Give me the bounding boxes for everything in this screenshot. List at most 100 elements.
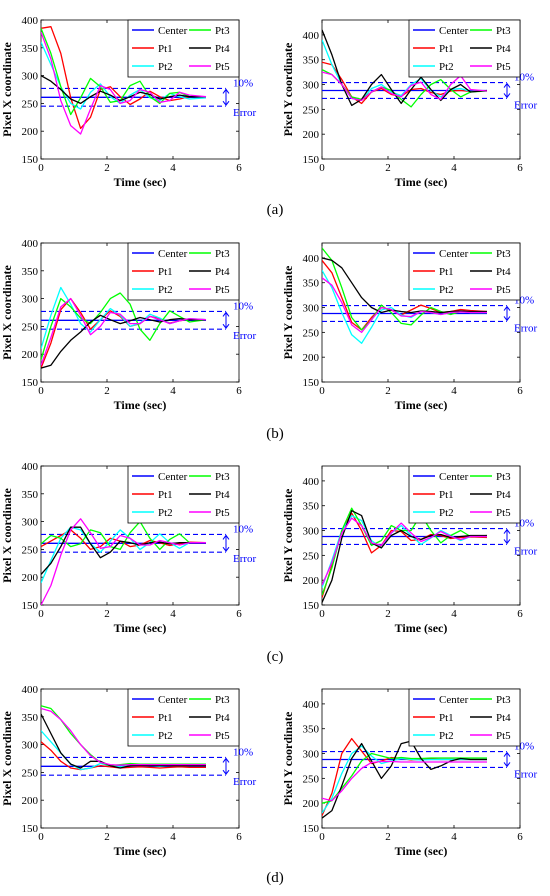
y-tick-label: 150 — [303, 154, 320, 166]
legend-label-pt1: Pt1 — [439, 266, 454, 278]
error-arrow-head-up — [503, 528, 511, 534]
chart-4: 0 2 4 6 150 200 250 300 350 400 Time (sec) Pixel Y … — [281, 242, 538, 412]
series-line-pt4 — [322, 740, 487, 819]
legend-label-pt4: Pt4 — [496, 43, 511, 55]
error-arrow-head-down — [222, 100, 230, 107]
x-axis-label: Time (sec) — [395, 844, 448, 858]
series-line-pt3 — [41, 520, 206, 551]
x-axis-label: Time (sec) — [395, 621, 448, 635]
panel-label-b: (b) — [266, 426, 284, 442]
y-tick-label: 200 — [22, 572, 39, 584]
x-tick-label: 6 — [236, 162, 242, 174]
series-line-pt4 — [41, 314, 206, 369]
series-line-pt5 — [322, 277, 487, 334]
error-arrow-head-down — [222, 546, 230, 553]
error-arrow-head-down — [503, 539, 511, 545]
x-tick-label: 4 — [451, 162, 457, 174]
y-axis-label: Pixel Y coordinate — [281, 711, 295, 805]
legend-label-pt5: Pt5 — [496, 507, 511, 519]
chart-5: 0 2 4 6 150 200 250 300 350 400 Time (sec) Pixel X … — [0, 461, 257, 635]
y-tick-label: 300 — [303, 526, 320, 538]
error-label-percent: 10% — [233, 77, 253, 89]
x-tick-label: 6 — [517, 831, 523, 843]
x-tick-label: 4 — [451, 831, 457, 843]
y-tick-label: 400 — [22, 238, 39, 250]
legend-label-pt4: Pt4 — [215, 43, 230, 55]
y-tick-label: 400 — [303, 699, 320, 711]
y-tick-label: 300 — [303, 303, 320, 315]
series-line-pt5 — [41, 707, 206, 766]
y-tick-label: 200 — [22, 126, 39, 138]
legend-label-pt2: Pt2 — [439, 61, 454, 73]
y-tick-label: 350 — [303, 724, 320, 736]
y-tick-label: 150 — [303, 377, 320, 389]
error-label-percent: 10% — [233, 300, 253, 312]
x-tick-label: 4 — [170, 162, 176, 174]
y-tick-label: 200 — [303, 352, 320, 364]
legend-label-center: Center — [158, 25, 188, 37]
y-axis-label: Pixel Y coordinate — [281, 265, 295, 359]
y-tick-label: 150 — [22, 377, 39, 389]
chart-2: 0 2 4 6 150 200 250 300 350 400 Time (sec) Pixel Y … — [281, 19, 538, 189]
y-tick-label: 200 — [303, 798, 320, 810]
y-tick-label: 350 — [303, 55, 320, 67]
series-line-pt5 — [41, 518, 206, 605]
y-tick-label: 400 — [303, 30, 320, 42]
x-tick-label: 2 — [104, 831, 110, 843]
y-tick-label: 350 — [22, 43, 39, 55]
x-axis-label: Time (sec) — [114, 398, 167, 412]
y-tick-label: 350 — [22, 266, 39, 278]
x-tick-label: 4 — [170, 385, 176, 397]
legend-label-pt1: Pt1 — [439, 43, 454, 55]
y-tick-label: 150 — [22, 600, 39, 612]
x-tick-label: 4 — [170, 831, 176, 843]
legend-label-pt2: Pt2 — [439, 507, 454, 519]
x-tick-label: 6 — [517, 385, 523, 397]
legend-label-pt2: Pt2 — [158, 61, 173, 73]
x-axis-label: Time (sec) — [114, 621, 167, 635]
series-line-pt5 — [322, 517, 487, 586]
y-tick-label: 150 — [22, 154, 39, 166]
error-label-text: Error — [233, 330, 257, 342]
error-arrow-head-up — [503, 82, 511, 88]
legend-label-pt1: Pt1 — [439, 712, 454, 724]
series-line-pt1 — [41, 26, 206, 130]
y-axis-label: Pixel X coordinate — [0, 265, 14, 360]
series-line-pt3 — [41, 292, 207, 360]
chart-1: 0 2 4 6 150 200 250 300 350 400 Time (sec) Pixel X … — [0, 15, 257, 189]
legend-label-pt4: Pt4 — [496, 266, 511, 278]
legend-label-center: Center — [439, 25, 469, 37]
y-tick-label: 300 — [22, 294, 39, 306]
legend-label-pt3: Pt3 — [215, 471, 230, 483]
y-tick-label: 250 — [303, 327, 320, 339]
chart-7: 0 2 4 6 150 200 250 300 350 400 Time (sec) Pixel X … — [0, 684, 257, 858]
panel-label-a: (a) — [266, 202, 284, 218]
x-tick-label: 4 — [451, 608, 457, 620]
legend-label-center: Center — [439, 694, 469, 706]
y-tick-label: 200 — [303, 129, 320, 141]
legend-label-pt1: Pt1 — [158, 266, 173, 278]
legend-label-pt5: Pt5 — [496, 730, 511, 742]
legend-label-pt3: Pt3 — [496, 471, 511, 483]
legend-label-pt4: Pt4 — [215, 712, 230, 724]
y-tick-label: 250 — [22, 767, 39, 779]
legend-label-pt2: Pt2 — [158, 507, 173, 519]
legend-label-center: Center — [439, 471, 469, 483]
series-line-pt4 — [322, 257, 487, 314]
y-axis-label: Pixel X coordinate — [0, 711, 14, 806]
error-label-text: Error — [514, 99, 538, 111]
legend-label-pt4: Pt4 — [496, 489, 511, 501]
x-tick-label: 0 — [319, 385, 325, 397]
y-tick-label: 150 — [303, 823, 320, 835]
error-arrow-head-up — [222, 88, 230, 94]
x-tick-label: 4 — [170, 608, 176, 620]
series-line-pt4 — [322, 29, 488, 107]
legend-label-pt2: Pt2 — [158, 730, 173, 742]
legend-label-pt1: Pt1 — [158, 712, 173, 724]
y-tick-label: 300 — [22, 740, 39, 752]
error-arrow-head-down — [222, 323, 230, 330]
y-tick-label: 200 — [303, 575, 320, 587]
y-tick-label: 300 — [22, 517, 39, 529]
y-tick-label: 400 — [22, 684, 39, 696]
y-tick-label: 200 — [22, 349, 39, 361]
